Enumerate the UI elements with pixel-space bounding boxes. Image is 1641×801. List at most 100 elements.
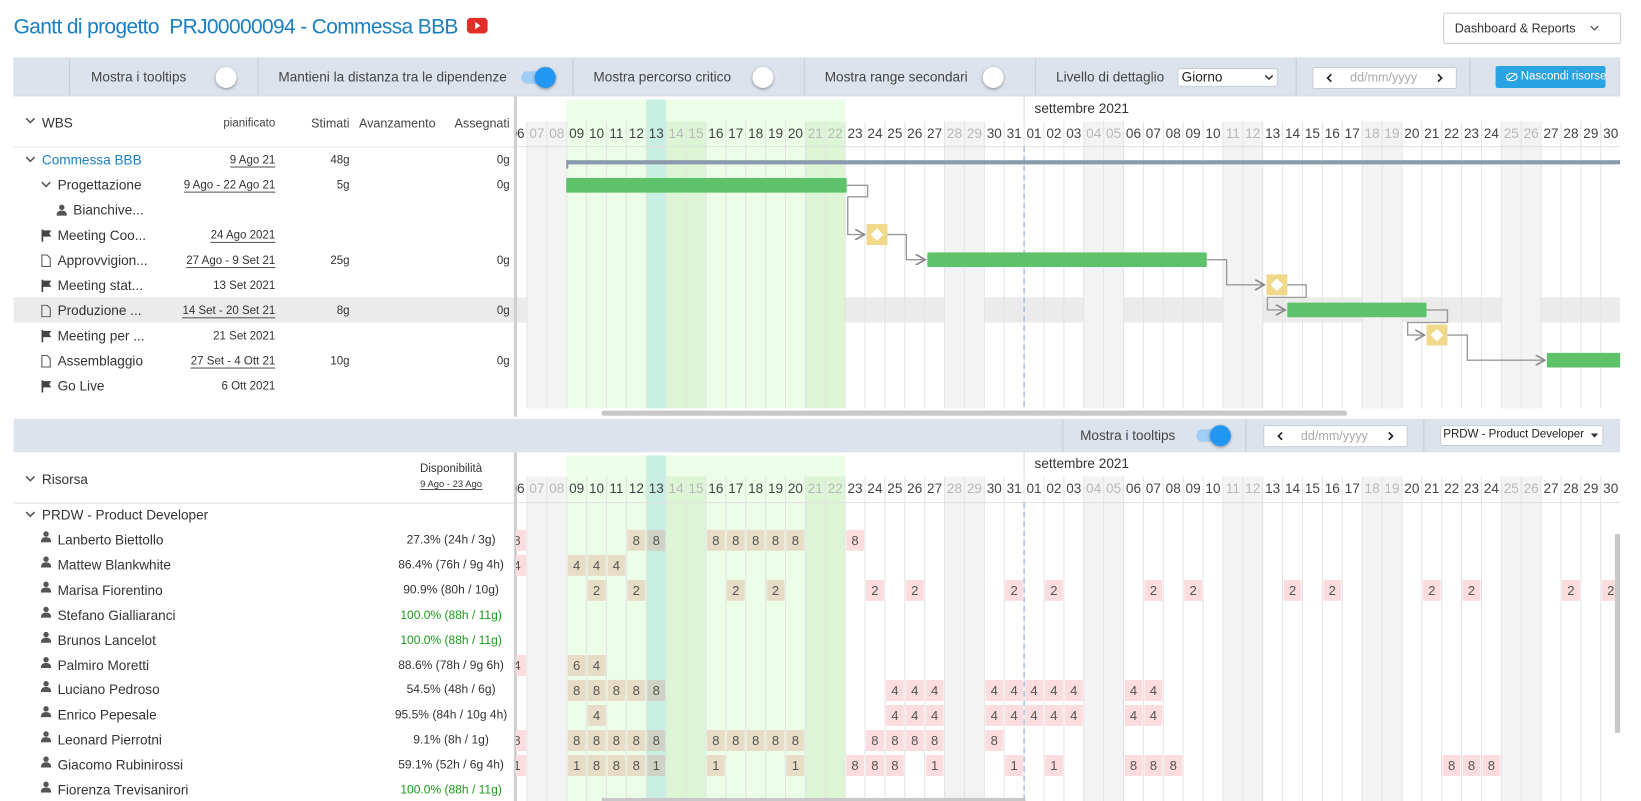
weekend-column: [944, 476, 965, 801]
toggle[interactable]: [1196, 425, 1231, 447]
hour-value: 8: [613, 733, 620, 748]
planned-text[interactable]: 24 Ago 2021: [210, 229, 276, 243]
day-label: 13: [1265, 126, 1280, 141]
day-label: 01: [1026, 126, 1041, 141]
expanded-icon: [25, 156, 36, 164]
planned-dates: 24 Ago 2021: [157, 227, 276, 244]
planned-text[interactable]: 27 Ago - 9 Set 21: [186, 254, 276, 269]
date-picker[interactable]: dd/mm/yyyy: [1263, 425, 1408, 448]
hour-value: 8: [613, 683, 620, 698]
chevron: [1277, 431, 1283, 441]
hour-cell: [786, 755, 805, 777]
header-line: [13, 146, 514, 148]
planned-dates: 9 Ago 21: [157, 152, 276, 169]
day-label: 29: [967, 481, 982, 496]
day-label: 21: [1424, 126, 1439, 141]
next-button[interactable]: [1437, 73, 1443, 83]
hour-value: 4: [991, 708, 998, 723]
toggle[interactable]: [982, 67, 1009, 88]
hour-value: 4: [891, 708, 898, 723]
role-select[interactable]: PRDW - Product Developer: [1440, 425, 1604, 447]
hour-value: 4: [1130, 708, 1137, 723]
icon-shape: [43, 531, 49, 537]
day-label: 26: [907, 481, 922, 496]
day-label: 14: [1285, 481, 1301, 496]
planned-text: 21 Set 2021: [213, 329, 276, 343]
person-icon: [40, 706, 52, 718]
toggle[interactable]: [215, 67, 242, 88]
task-bar: [1287, 302, 1427, 318]
resource-name: Enrico Pepesale: [57, 707, 157, 723]
hour-value: 8: [712, 533, 719, 548]
person-icon: [40, 681, 52, 693]
weekend-column: [1242, 476, 1263, 801]
dropdown-icon: [1264, 74, 1274, 81]
hour-cell: [905, 730, 924, 751]
icon-shape: [41, 304, 51, 318]
day-label: 31: [1007, 481, 1022, 496]
hour-value: 8: [732, 533, 739, 548]
prev-button[interactable]: [1326, 73, 1332, 83]
chevron: [1326, 73, 1332, 83]
period-text[interactable]: 9 Ago - 23 Ago: [420, 478, 482, 491]
toggle[interactable]: [752, 67, 779, 88]
dependency-link: [846, 184, 869, 234]
hour-value: 8: [1468, 758, 1475, 773]
task-name: Produzione ...: [57, 302, 142, 319]
column-header: Assegnati: [454, 116, 510, 131]
hide-resources-button[interactable]: Nascondi risorse: [1495, 65, 1606, 88]
expanded-icon: [25, 475, 36, 483]
assigned: 0g: [496, 254, 510, 268]
scrollbar[interactable]: [1614, 534, 1621, 733]
scrollbar[interactable]: [601, 797, 1026, 801]
hour-value: 1: [792, 758, 799, 773]
toolbar-label: Mostra percorso critico: [593, 69, 732, 85]
person-icon: [40, 656, 52, 668]
day-label: 17: [728, 481, 743, 496]
day-label: 18: [748, 126, 763, 141]
hour-cell: [866, 755, 884, 777]
estimated: 8g: [336, 304, 350, 318]
day-label: 20: [1404, 481, 1420, 496]
youtube-icon[interactable]: [466, 17, 488, 34]
weekend-column: [526, 121, 547, 409]
planned-text[interactable]: 9 Ago - 22 Ago 21: [183, 179, 276, 193]
weekend-column: [1521, 121, 1542, 409]
hour-cell: [567, 730, 586, 751]
weekend-column: [1362, 121, 1383, 409]
prev-button[interactable]: [1277, 431, 1283, 441]
hour-value: 8: [772, 733, 779, 748]
date-picker[interactable]: dd/mm/yyyy: [1312, 67, 1457, 90]
scrollbar[interactable]: [601, 410, 1347, 416]
icon: [25, 475, 36, 482]
planned-text[interactable]: 14 Set - 20 Set 21: [182, 304, 276, 319]
detail-select[interactable]: Giorno: [1177, 68, 1278, 87]
hour-value: 4: [1050, 683, 1057, 698]
icon-shape: [40, 637, 52, 643]
planned-text[interactable]: 9 Ago 21: [229, 153, 276, 168]
hour-cell: [746, 730, 765, 751]
toggle[interactable]: [521, 67, 556, 88]
hour-cell: [567, 554, 586, 576]
hour-cell: [1025, 705, 1043, 726]
day-label: 13: [649, 126, 664, 141]
day-label: 22: [828, 126, 843, 141]
planned-text[interactable]: 27 Set - 4 Ott 21: [190, 354, 276, 369]
hour-value: 2: [1289, 583, 1296, 598]
estimated: 25g: [330, 254, 350, 268]
day-label: 10: [1205, 126, 1221, 141]
weekend-column: [526, 476, 547, 801]
next-button[interactable]: [1388, 431, 1394, 441]
assigned: 0g: [496, 354, 510, 368]
chevron: [1264, 74, 1274, 81]
hour-value: 4: [991, 683, 998, 698]
day-label: 02: [1046, 481, 1061, 496]
hour-value: 8: [1150, 758, 1157, 773]
hour-value: 8: [931, 733, 938, 748]
reports-button[interactable]: Dashboard & Reports: [1443, 12, 1622, 44]
splitter: [513, 96, 518, 417]
icon-shape: [43, 681, 49, 687]
hour-cell: [515, 529, 526, 551]
icon: [40, 656, 52, 668]
planned-dates: 6 Ott 2021: [157, 378, 275, 395]
